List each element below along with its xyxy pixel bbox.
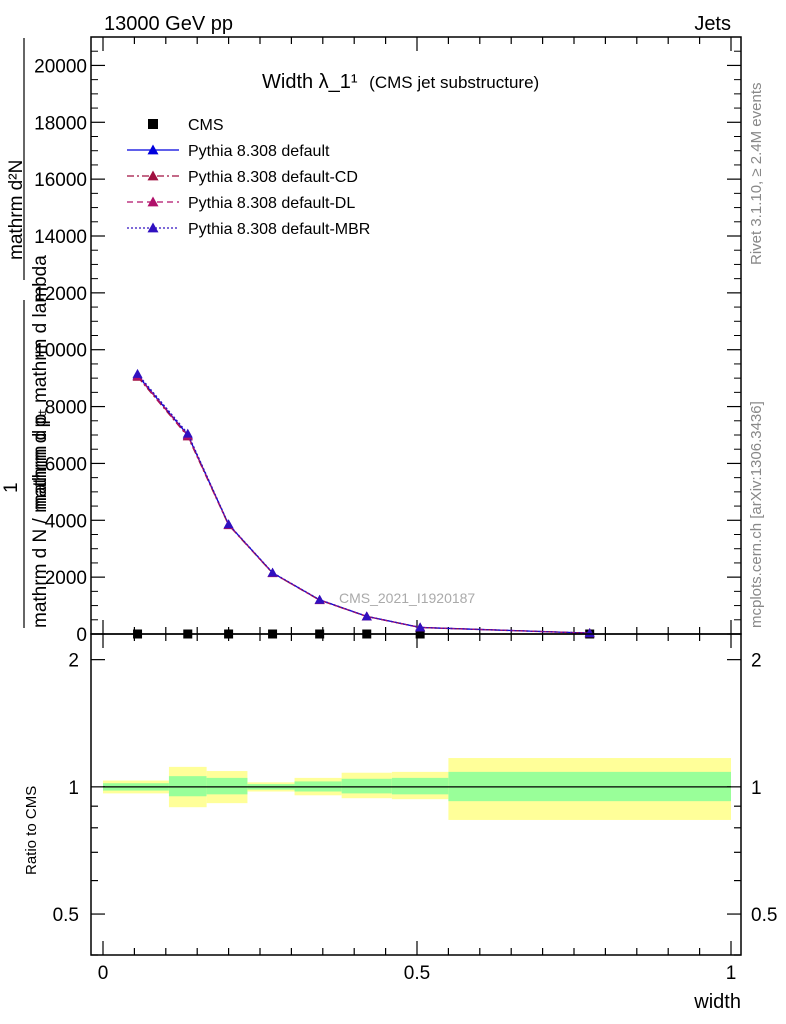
- legend-label: Pythia 8.308 default-DL: [188, 195, 355, 212]
- ratio-ytick-label-right: 0.5: [751, 905, 777, 926]
- series-line-4: [137, 373, 590, 634]
- legend-label: Pythia 8.308 default-CD: [188, 169, 358, 186]
- series-marker-4: [182, 428, 193, 438]
- ylabel-top-denominator: mathrm d pₜ mathrm d lambda: [30, 255, 51, 510]
- ratio-band-inner: [391, 777, 449, 795]
- legend-marker-cms: [148, 119, 158, 129]
- ratio-bands: [103, 758, 731, 820]
- rivet-version-label: Rivet 3.1.10, ≥ 2.4M events: [748, 83, 765, 266]
- series-marker-4: [267, 567, 278, 577]
- legend-label: Pythia 8.308 default: [188, 143, 330, 160]
- ratio-xtick-label: 0: [98, 963, 109, 984]
- ratio-band-inner: [206, 777, 248, 795]
- main-ytick-label: 16000: [34, 170, 87, 191]
- ratio-ytick-label-right: 2: [751, 651, 762, 672]
- mcplots-label: mcplots.cern.ch [arXiv:1306.3436]: [748, 401, 765, 628]
- chart-subtitle: (CMS jet substructure): [369, 73, 539, 92]
- legend-marker-2: [147, 170, 159, 181]
- ratio-panel: 0.5 0.51 12 2 0 0.5 1: [53, 633, 777, 984]
- series-marker-4: [223, 519, 234, 529]
- series-marker-4: [314, 594, 325, 604]
- main-panel: 0 2000 4000 6000 8000 10000 12000 14000 16000 180…: [34, 36, 742, 646]
- main-ylabel: mathrm d²N mathrm d pₜ mathrm d lambda 1…: [1, 38, 51, 628]
- header-left: 13000 GeV pp: [104, 13, 233, 35]
- main-ytick-label: 20000: [34, 56, 87, 77]
- chart-title-main: Width λ_1¹: [262, 71, 358, 93]
- legend: CMS Pythia 8.308 default Pythia 8.308 defa…: [127, 117, 370, 238]
- ratio-y-axis: 0.5 0.5 1 1 2 2: [53, 651, 777, 956]
- legend-label: CMS: [188, 117, 224, 134]
- ratio-ylabel: Ratio to CMS: [23, 786, 40, 875]
- ratio-band-inner: [341, 778, 392, 794]
- ylabel-bottom-denominator: mathrm d N / mathrm d pₜ: [30, 411, 51, 628]
- ratio-band-inner: [168, 776, 207, 797]
- series-marker-4: [132, 368, 143, 378]
- main-ytick-label: 6000: [45, 454, 87, 475]
- ratio-xtick-label: 0.5: [404, 963, 430, 984]
- legend-marker-3: [147, 196, 159, 207]
- legend-marker-1: [147, 144, 159, 155]
- series-marker-4: [415, 622, 426, 632]
- legend-label: Pythia 8.308 default-MBR: [188, 221, 370, 238]
- header-right: Jets: [694, 13, 731, 35]
- main-ytick-label: 0: [76, 625, 87, 646]
- x-axis-label: width: [693, 991, 741, 1013]
- main-ytick-label: 4000: [45, 511, 87, 532]
- main-ytick-label: 12000: [34, 284, 87, 305]
- ratio-xtick-label: 1: [726, 963, 737, 984]
- ylabel-top-numerator: mathrm d²N: [6, 160, 27, 260]
- main-ytick-label: 2000: [45, 568, 87, 589]
- main-y-axis: 0 2000 4000 6000 8000 10000 12000 14000 16000 180…: [34, 50, 741, 646]
- main-ytick-label: 8000: [45, 398, 87, 419]
- main-ytick-label: 18000: [34, 113, 87, 134]
- series-marker-4: [361, 611, 372, 621]
- ratio-x-axis: 0 0.5 1: [98, 634, 737, 984]
- ratio-ytick-label-right: 1: [751, 778, 762, 799]
- legend-marker-4: [147, 222, 159, 233]
- main-ytick-label: 10000: [34, 341, 87, 362]
- series-marker-4: [584, 628, 595, 638]
- main-ytick-label: 14000: [34, 227, 87, 248]
- chart-title: Width λ_1¹ (CMS jet substructure): [262, 71, 539, 93]
- ratio-ytick-label: 1: [68, 778, 79, 799]
- ratio-ytick-label: 2: [68, 651, 79, 672]
- ratio-frame: [90, 633, 742, 956]
- ratio-ytick-label: 0.5: [53, 905, 79, 926]
- ylabel-one: 1: [1, 482, 22, 493]
- watermark: CMS_2021_I1920187: [339, 590, 475, 606]
